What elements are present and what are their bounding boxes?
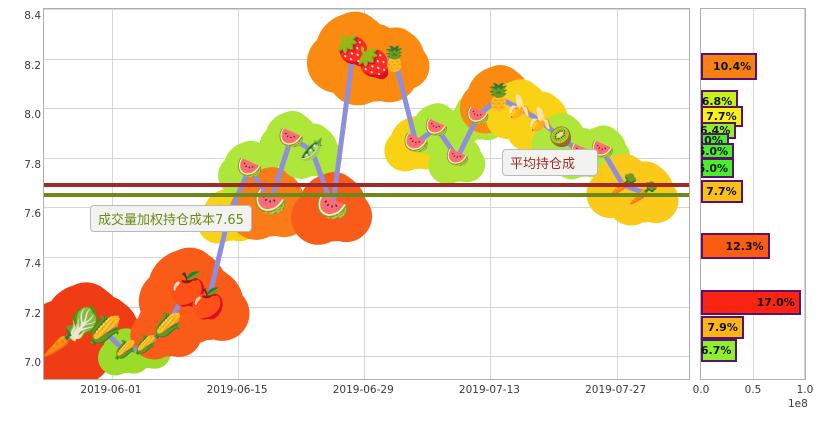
y-axis-tick-label: 8.4	[24, 10, 41, 22]
gridline-horizontal	[44, 257, 689, 258]
y-axis-tick-label: 7.2	[24, 307, 41, 320]
volume-axis-exponent: 1e8	[788, 398, 808, 410]
volume-gridline-vertical	[804, 9, 805, 379]
price-point-marker: 🍎	[189, 286, 226, 321]
price-point-marker: 🌽	[151, 312, 182, 341]
y-axis-tick-label: 7.4	[24, 258, 41, 270]
price-point-marker: 🥕	[43, 321, 85, 362]
price-point-marker: 🥝	[549, 126, 573, 149]
gridline-horizontal	[44, 108, 689, 110]
volume-profile-panel: 10.4%6.8%7.7%6.4%5.0%6.0%6.0%7.7%12.3%17…	[700, 8, 806, 380]
price-point-marker: 🍓	[334, 33, 372, 69]
average-cost-label: 平均持仓成	[502, 149, 598, 177]
volume-weighted-cost-label: 成交量加权持仓成本7.65	[90, 205, 252, 233]
gridline-horizontal	[44, 356, 689, 358]
volume-weighted-cost-line	[44, 193, 689, 197]
price-point-marker: 🍓	[355, 45, 393, 81]
price-point-marker: 🌽	[134, 335, 157, 357]
price-point-marker: 🍌	[505, 95, 534, 121]
volume-profile-bar[interactable]: 7.7%	[701, 180, 743, 203]
y-axis-tick-label: 8.2	[24, 59, 41, 72]
x-axis-tick-label: 2019-06-29	[332, 384, 394, 396]
gridline-horizontal	[44, 157, 689, 159]
price-point-marker: 🍉	[402, 130, 430, 155]
price-point-marker: 🍍	[379, 44, 410, 73]
volume-x-axis-tick-label: 0.0	[692, 384, 710, 396]
volume-x-axis-tick-label: 1.0	[796, 384, 814, 396]
price-y-axis: 7.0 7.2 7.4 7.6 7.8 8.0 8.2 8.4	[0, 8, 41, 380]
price-point-marker: 🍉	[278, 125, 305, 150]
price-point-marker: 🍍	[482, 83, 516, 114]
volume-profile-bar[interactable]: 6.7%	[701, 339, 738, 362]
gridline-horizontal	[44, 9, 689, 10]
x-axis-tick-label: 2019-07-13	[458, 384, 520, 396]
price-point-marker: 🍉	[236, 155, 263, 180]
volume-profile-bar[interactable]: 17.0%	[701, 290, 801, 315]
price-point-marker: 🌽	[113, 340, 137, 362]
volume-profile-bar[interactable]: 6.0%	[701, 158, 735, 178]
y-axis-tick-label: 8.0	[24, 109, 41, 122]
price-point-marker: 🍉	[466, 104, 490, 127]
y-axis-tick-label: 7.0	[24, 357, 41, 370]
volume-profile-bar[interactable]: 10.4%	[701, 53, 758, 80]
average-cost-line	[44, 183, 689, 188]
x-axis-tick-label: 2019-07-27	[585, 384, 647, 396]
price-point-marker: 🌽	[88, 315, 122, 347]
volume-profile-bar[interactable]: 7.9%	[701, 316, 744, 339]
price-point-marker: 🥬	[64, 304, 105, 343]
price-chart-panel: 🥕🥬🌽🌽🌽🌽🍎🍎🍉🍉🍉🍉🫛🍉🍓🍓🍍🍉🍉🍉🍉🍍🍌🍌🥝🍉🍉🥕🥕 成交量加权持仓成本7…	[43, 8, 690, 380]
y-axis-tick-label: 7.6	[24, 208, 41, 221]
volume-x-axis-tick-label: 0.5	[744, 384, 762, 396]
x-axis-tick-label: 2019-06-01	[80, 384, 142, 396]
y-axis-tick-label: 7.8	[24, 158, 41, 171]
price-line-layer	[60, 48, 647, 354]
gridline-horizontal	[44, 306, 689, 308]
price-point-marker: 🍉	[445, 146, 470, 169]
volume-profile-bar[interactable]: 12.3%	[701, 233, 770, 259]
price-point-marker: 🍉	[315, 191, 350, 223]
price-point-marker: 🍌	[526, 107, 554, 133]
price-point-marker: 🫛	[298, 137, 325, 162]
volume-profile-bar[interactable]: 6.0%	[701, 143, 735, 159]
price-point-marker: 🍎	[167, 270, 208, 309]
volume-gridline-vertical	[753, 9, 754, 379]
price-point-marker: 🍉	[424, 116, 449, 139]
x-axis-tick-label: 2019-06-15	[206, 384, 268, 396]
